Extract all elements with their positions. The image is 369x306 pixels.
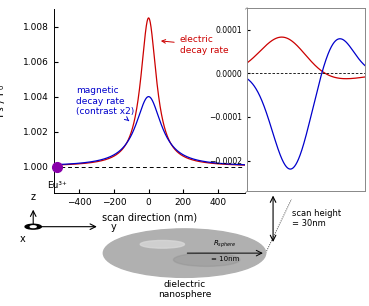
Ellipse shape (173, 253, 240, 266)
Circle shape (25, 224, 41, 229)
Ellipse shape (140, 241, 184, 248)
Text: x: x (19, 234, 25, 244)
Text: scan height
= 30nm: scan height = 30nm (292, 209, 341, 229)
Text: $R_{sphere}$: $R_{sphere}$ (213, 238, 237, 250)
Text: dielectric
nanosphere: dielectric nanosphere (158, 280, 211, 299)
Text: +1: +1 (252, 0, 266, 2)
Circle shape (103, 229, 266, 277)
Text: y: y (111, 222, 117, 232)
Circle shape (30, 226, 36, 228)
Y-axis label: Γ₃ / Γ₀: Γ₃ / Γ₀ (0, 85, 6, 117)
Text: Eu³⁺: Eu³⁺ (47, 181, 67, 189)
X-axis label: scan direction (nm): scan direction (nm) (102, 212, 197, 222)
Text: electric
decay rate: electric decay rate (162, 35, 228, 55)
Text: z: z (31, 192, 36, 203)
Text: = 10nm: = 10nm (211, 256, 239, 263)
Text: magnetic
decay rate
(contrast x2): magnetic decay rate (contrast x2) (76, 86, 134, 121)
